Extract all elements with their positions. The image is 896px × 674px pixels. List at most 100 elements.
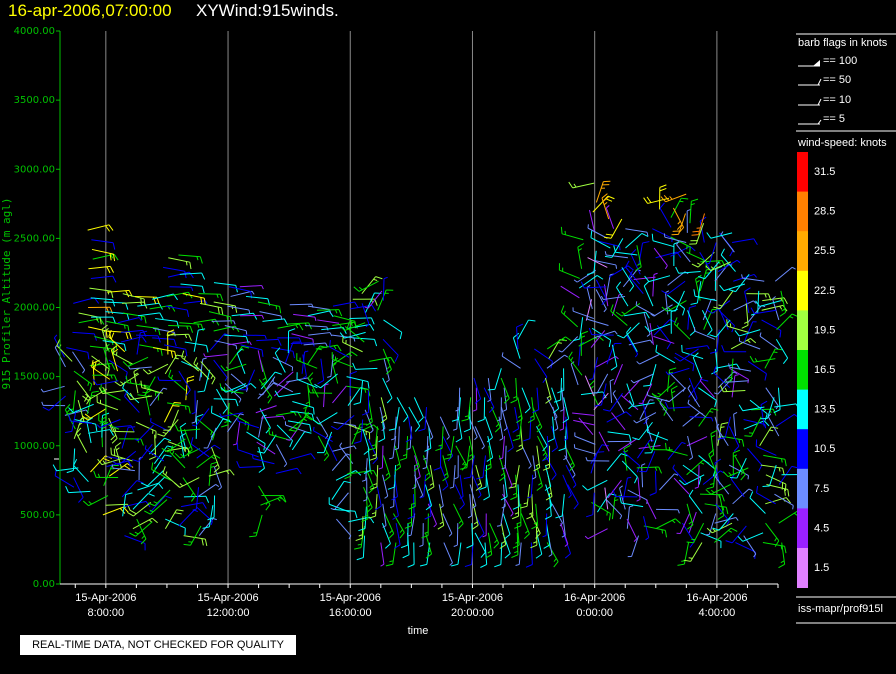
wind-barb (674, 348, 699, 362)
wind-barb (328, 497, 350, 513)
wind-barb (553, 377, 563, 403)
wind-barb (633, 276, 656, 280)
barb-half-flag (467, 515, 472, 519)
barb-shaft (153, 347, 175, 353)
wind-barb (775, 413, 801, 427)
barb-shaft (179, 477, 200, 488)
barb-half-flag (563, 438, 568, 441)
barb-half-flag (573, 183, 577, 188)
wind-barb (632, 421, 653, 441)
wind-barb (275, 467, 302, 475)
barb-shaft (747, 448, 763, 466)
wind-barb (760, 464, 785, 476)
wind-barb (73, 458, 89, 483)
barb-shaft (211, 446, 220, 468)
barb-shaft (154, 434, 157, 457)
wind-barb (502, 513, 511, 540)
barb-half-flag (141, 535, 145, 539)
barb-shaft (606, 453, 622, 471)
barb-half-flag (747, 339, 751, 343)
wind-barb (365, 467, 375, 494)
barb-shaft (453, 503, 464, 524)
barb-shaft (633, 373, 655, 384)
barb-half-flag (389, 505, 394, 509)
barb-flag (165, 495, 172, 499)
barb-shaft (698, 387, 717, 401)
barb-flag (551, 447, 558, 453)
barb-flag (174, 452, 181, 459)
wind-barb (593, 373, 609, 394)
wind-barb (109, 424, 135, 433)
wind-barb (89, 287, 114, 299)
barb-shaft (225, 363, 247, 372)
barb-shaft (365, 467, 375, 489)
wind-barb (728, 363, 752, 372)
wind-barb (219, 383, 244, 394)
barb-shaft (333, 351, 352, 365)
wind-barb (197, 419, 216, 441)
barb-flag (164, 437, 172, 442)
wind-barb (88, 265, 114, 274)
wind-barb (163, 266, 187, 279)
wind-barb (385, 542, 397, 567)
barb-flag (361, 411, 369, 416)
barb-half-flag (180, 453, 184, 457)
barb-flag (128, 426, 136, 428)
barb-flag (407, 515, 415, 520)
barb-half-flag (423, 457, 428, 460)
barb-shaft (587, 318, 609, 326)
barb-half-flag (748, 488, 753, 492)
barb-half-flag (358, 534, 363, 537)
wind-barb (664, 401, 691, 409)
speed-color-swatch (797, 508, 808, 549)
barb-flag (544, 515, 552, 520)
barb-flag (86, 417, 93, 422)
barb-shaft (489, 522, 500, 544)
barb-half-flag (389, 530, 393, 534)
barb-half-flag (672, 464, 675, 469)
barb-shaft (442, 513, 453, 534)
barb-shaft (584, 286, 607, 289)
barb-flag (738, 404, 744, 412)
barb-shaft (213, 466, 222, 488)
wind-barb (512, 416, 523, 442)
wind-barb (661, 300, 687, 312)
barb-half-flag (419, 544, 424, 547)
wind-barb (562, 397, 570, 424)
barb-shaft (679, 513, 690, 534)
barb-shaft (375, 436, 378, 459)
wind-barb (609, 378, 614, 403)
wind-barb (433, 445, 442, 471)
barb-flag (85, 393, 92, 399)
barb-shaft (330, 354, 334, 377)
barb-shaft (412, 494, 415, 517)
barb-half-flag (245, 330, 248, 335)
wind-barb (308, 332, 333, 337)
wind-barb (743, 418, 767, 429)
wind-barb (164, 509, 184, 529)
barb-half-flag (665, 399, 670, 403)
barb-flag (108, 330, 112, 337)
wind-barb (506, 426, 514, 453)
wind-barb (778, 465, 799, 485)
barb-half-flag (311, 389, 315, 394)
wind-barb (153, 347, 177, 359)
barb-flag (475, 485, 482, 491)
barb-half-flag (191, 287, 194, 292)
barb-flag (784, 546, 787, 554)
barb-shaft (673, 477, 690, 495)
wind-barb (127, 502, 152, 517)
barb-half-flag (615, 356, 619, 360)
barb-shaft (284, 341, 294, 363)
barb-half-flag (564, 354, 569, 358)
barb-flag (93, 362, 97, 370)
barb-shaft (694, 330, 716, 340)
wind-barb (502, 387, 508, 412)
barb-flag (633, 476, 638, 484)
wind-barb (765, 522, 780, 547)
barb-flag (543, 544, 551, 549)
wind-barb (165, 305, 190, 317)
barb-flag (275, 371, 282, 375)
barb-half-flag (330, 507, 335, 511)
speed-legend-label: 4.5 (814, 522, 829, 534)
